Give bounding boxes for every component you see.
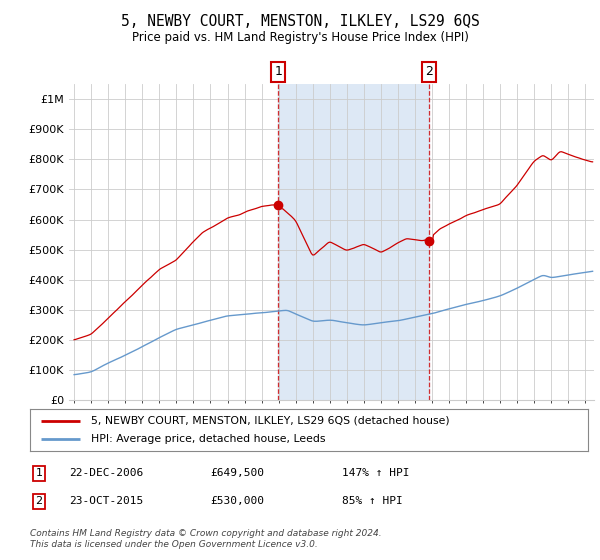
Text: £649,500: £649,500	[210, 468, 264, 478]
Text: 1: 1	[35, 468, 43, 478]
Text: Contains HM Land Registry data © Crown copyright and database right 2024.
This d: Contains HM Land Registry data © Crown c…	[30, 529, 382, 549]
Text: 2: 2	[425, 66, 433, 78]
Text: 5, NEWBY COURT, MENSTON, ILKLEY, LS29 6QS: 5, NEWBY COURT, MENSTON, ILKLEY, LS29 6Q…	[121, 14, 479, 29]
Text: 2: 2	[35, 496, 43, 506]
Text: Price paid vs. HM Land Registry's House Price Index (HPI): Price paid vs. HM Land Registry's House …	[131, 31, 469, 44]
Text: £530,000: £530,000	[210, 496, 264, 506]
Text: 23-OCT-2015: 23-OCT-2015	[69, 496, 143, 506]
Text: 22-DEC-2006: 22-DEC-2006	[69, 468, 143, 478]
Bar	[278, 84, 429, 400]
Text: 1: 1	[274, 66, 282, 78]
Text: 85% ↑ HPI: 85% ↑ HPI	[342, 496, 403, 506]
Text: 147% ↑ HPI: 147% ↑ HPI	[342, 468, 409, 478]
Text: HPI: Average price, detached house, Leeds: HPI: Average price, detached house, Leed…	[91, 434, 326, 444]
Text: 5, NEWBY COURT, MENSTON, ILKLEY, LS29 6QS (detached house): 5, NEWBY COURT, MENSTON, ILKLEY, LS29 6Q…	[91, 416, 450, 426]
